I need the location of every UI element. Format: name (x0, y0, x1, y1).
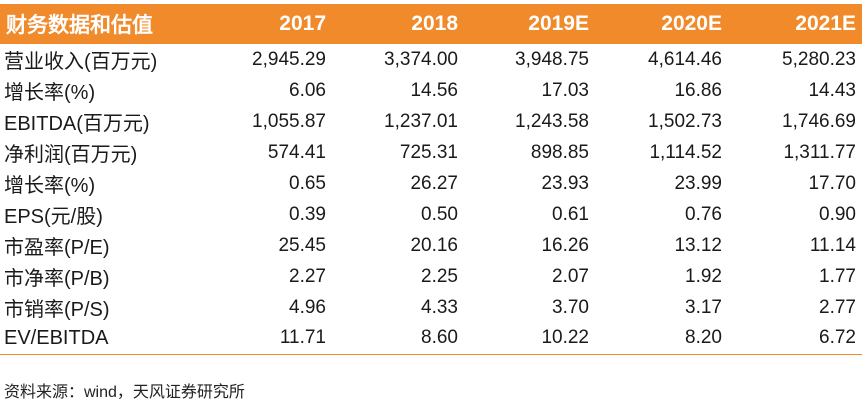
table-row: EBITDA(百万元) 1,055.87 1,237.01 1,243.58 1… (0, 106, 862, 137)
table-cell: 1,237.01 (384, 110, 458, 132)
table-cell: 1,502.73 (648, 110, 722, 132)
table-header-row: 财务数据和估值 2017 2018 2019E 2020E 2021E (0, 4, 862, 44)
table-row: 市净率(P/B) 2.27 2.25 2.07 1.92 1.77 (0, 261, 862, 292)
row-label: 营业收入(百万元) (4, 51, 158, 73)
table-cell: 0.90 (819, 203, 856, 225)
row-label: 市盈率(P/E) (4, 237, 110, 259)
table-row: EV/EBITDA 11.71 8.60 10.22 8.20 6.72 (0, 323, 862, 355)
table-cell: 17.03 (541, 79, 589, 101)
table-cell: 10.22 (464, 323, 595, 355)
table-cell: 3,374.00 (384, 48, 458, 70)
table-cell: 0.76 (685, 203, 722, 225)
table-cell: 1,311.77 (783, 141, 856, 163)
column-header: 2019E (528, 12, 589, 35)
table-cell: 2.27 (289, 265, 326, 287)
table-cell: 0.61 (552, 203, 589, 225)
table-row: EPS(元/股) 0.39 0.50 0.61 0.76 0.90 (0, 199, 862, 230)
table-cell: 17.70 (808, 172, 856, 194)
row-label: 增长率(%) (4, 175, 96, 197)
header-label: 财务数据和估值 (6, 14, 153, 37)
table-cell: 14.56 (410, 79, 458, 101)
table-cell: 8.60 (332, 323, 464, 355)
table-cell: 23.93 (541, 172, 589, 194)
table-cell: 2.77 (819, 296, 856, 318)
table-cell: 4.33 (421, 296, 458, 318)
table-cell: 16.86 (674, 79, 722, 101)
table-cell: 6.06 (289, 79, 326, 101)
table-cell: 6.72 (728, 323, 862, 355)
table-cell: 5,280.23 (782, 48, 856, 70)
table-cell: 4.96 (289, 296, 326, 318)
row-label: 市净率(P/B) (4, 268, 110, 290)
column-header: 2018 (411, 12, 458, 35)
row-label: 增长率(%) (4, 82, 96, 104)
table-cell: 1.77 (819, 265, 856, 287)
table-cell: 574.41 (267, 141, 326, 163)
table-cell: 11.14 (809, 234, 856, 256)
table-cell: 1,243.58 (515, 110, 589, 132)
table-cell: 2,945.29 (252, 48, 326, 70)
table-cell: 1,746.69 (782, 110, 856, 132)
table-cell: 898.85 (530, 141, 589, 163)
column-header: 2020E (661, 12, 722, 35)
table-cell: 20.16 (410, 234, 458, 256)
column-header: 2021E (795, 12, 856, 35)
row-label: EPS(元/股) (4, 206, 103, 228)
table-row: 市盈率(P/E) 25.45 20.16 16.26 13.12 11.14 (0, 230, 862, 261)
table-cell: 3.70 (552, 296, 589, 318)
table-cell: 25.45 (278, 234, 326, 256)
table-cell: 0.50 (421, 203, 458, 225)
table-cell: 4,614.46 (648, 48, 722, 70)
table-cell: 23.99 (674, 172, 722, 194)
table-cell: 2.25 (421, 265, 458, 287)
row-label: EV/EBITDA (0, 323, 202, 355)
table-cell: 11.71 (202, 323, 332, 355)
table-cell: 725.31 (399, 141, 458, 163)
table-cell: 1.92 (685, 265, 722, 287)
table-row: 增长率(%) 6.06 14.56 17.03 16.86 14.43 (0, 75, 862, 106)
table-cell: 26.27 (410, 172, 458, 194)
table-cell: 0.39 (289, 203, 326, 225)
table-cell: 1,114.52 (649, 141, 722, 163)
table-row: 净利润(百万元) 574.41 725.31 898.85 1,114.52 1… (0, 137, 862, 168)
table-cell: 8.20 (595, 323, 728, 355)
table-cell: 14.43 (808, 79, 856, 101)
table-cell: 2.07 (552, 265, 589, 287)
row-label: 净利润(百万元) (4, 144, 138, 166)
row-label: EBITDA(百万元) (4, 113, 150, 135)
financial-data-table: 财务数据和估值 2017 2018 2019E 2020E 2021E 营业收入… (0, 4, 862, 355)
table-row: 增长率(%) 0.65 26.27 23.93 23.99 17.70 (0, 168, 862, 199)
table-cell: 13.12 (674, 234, 722, 256)
table-row: 营业收入(百万元) 2,945.29 3,374.00 3,948.75 4,6… (0, 44, 862, 75)
row-label: 市销率(P/S) (4, 299, 110, 321)
table-cell: 3.17 (685, 296, 722, 318)
table-cell: 16.26 (541, 234, 589, 256)
table-cell: 0.65 (289, 172, 326, 194)
table-cell: 3,948.75 (515, 48, 589, 70)
source-note: 资料来源：wind，天风证券研究所 (4, 384, 245, 401)
table-row: 市销率(P/S) 4.96 4.33 3.70 3.17 2.77 (0, 292, 862, 323)
table-cell: 1,055.87 (252, 110, 326, 132)
column-header: 2017 (279, 12, 326, 35)
